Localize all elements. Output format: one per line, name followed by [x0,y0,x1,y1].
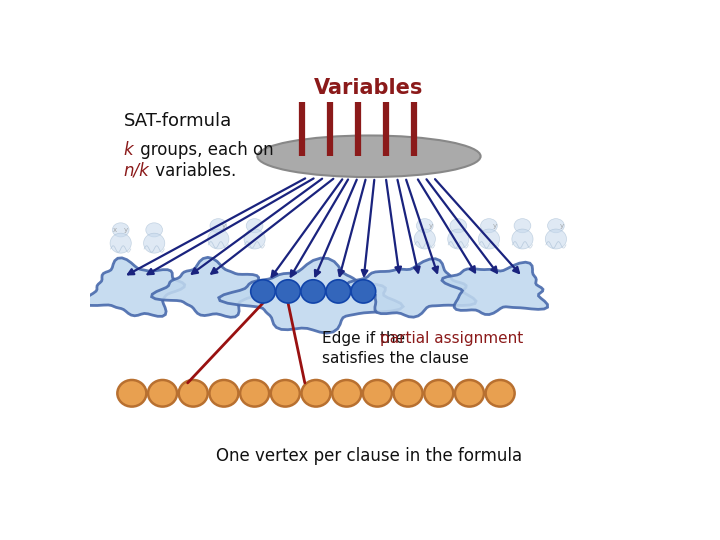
Ellipse shape [110,233,131,253]
Ellipse shape [276,280,300,303]
Ellipse shape [143,233,165,253]
Ellipse shape [514,219,531,233]
Ellipse shape [117,380,146,407]
Polygon shape [442,262,547,314]
Ellipse shape [363,380,392,407]
Ellipse shape [246,219,263,233]
Ellipse shape [210,380,238,407]
Ellipse shape [455,380,484,407]
Polygon shape [346,259,476,317]
Ellipse shape [394,380,423,407]
Ellipse shape [414,229,436,249]
Text: n/k: n/k [124,162,149,180]
Ellipse shape [179,380,208,407]
Ellipse shape [271,380,300,407]
Text: variables.: variables. [150,162,236,180]
Ellipse shape [547,219,564,233]
Ellipse shape [485,380,515,407]
Ellipse shape [148,380,177,407]
Ellipse shape [450,219,467,233]
Text: satisfies the clause: satisfies the clause [322,351,469,366]
Ellipse shape [416,219,433,233]
Ellipse shape [208,229,229,249]
Ellipse shape [326,280,351,303]
Text: One vertex per clause in the formula: One vertex per clause in the formula [216,447,522,464]
Ellipse shape [210,219,227,233]
Ellipse shape [332,380,361,407]
Ellipse shape [478,229,500,249]
Text: Edge if the: Edge if the [322,331,410,346]
Ellipse shape [145,223,163,237]
Ellipse shape [244,229,265,249]
Ellipse shape [258,136,481,177]
Polygon shape [152,258,271,318]
Ellipse shape [480,219,498,233]
Polygon shape [219,258,403,333]
Ellipse shape [240,380,269,407]
Text: y: y [492,222,497,229]
Ellipse shape [545,229,567,249]
Text: k: k [124,141,133,159]
Ellipse shape [251,280,275,303]
Ellipse shape [302,380,330,407]
Ellipse shape [351,280,376,303]
Ellipse shape [301,280,325,303]
Text: SAT-formula: SAT-formula [124,112,232,130]
Ellipse shape [424,380,454,407]
Text: y: y [559,222,564,229]
Ellipse shape [512,229,533,249]
Polygon shape [84,258,184,316]
Text: Variables: Variables [315,78,423,98]
Text: y: y [428,222,433,229]
Ellipse shape [448,229,469,249]
Ellipse shape [112,223,129,237]
Text: y: y [125,227,128,233]
Text: groups, each on: groups, each on [135,141,274,159]
Text: partial assignment: partial assignment [380,331,523,346]
Text: y: y [222,222,226,229]
Text: x: x [113,227,117,233]
